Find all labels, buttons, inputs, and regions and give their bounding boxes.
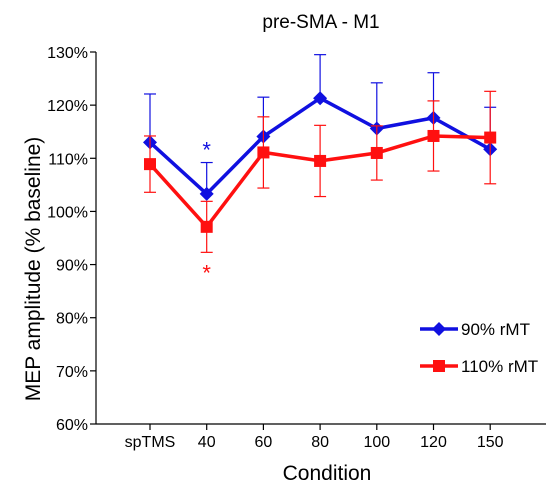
legend-marker — [433, 360, 445, 372]
chart-title: pre-SMA - M1 — [262, 12, 379, 33]
legend: 90% rMT 110% rMT — [420, 320, 538, 376]
data-point — [427, 129, 440, 142]
y-tick-label: 70% — [56, 364, 88, 381]
legend-label: 110% rMT — [461, 357, 538, 376]
data-point — [314, 154, 327, 167]
x-tick-label: 60 — [255, 434, 273, 451]
significance-marker: * — [202, 260, 211, 285]
data-point — [370, 146, 383, 159]
legend-label: 90% rMT — [461, 320, 530, 339]
series-1 — [144, 90, 497, 253]
y-tick-label: 80% — [56, 311, 88, 328]
x-tick-label: 80 — [311, 434, 329, 451]
data-point — [200, 220, 213, 233]
y-axis-label: MEP amplitude (% baseline) — [22, 137, 45, 402]
data-point — [144, 158, 156, 171]
legend-marker — [432, 322, 446, 336]
x-tick-label: 150 — [477, 434, 504, 451]
y-tick-label: 60% — [56, 417, 88, 434]
y-tick-label: 110% — [48, 151, 88, 168]
significance-marker: * — [202, 138, 211, 163]
plot-area: 60% 70% 80% 90% 100% 110% 120% 130% spTMS 40 60 80 1… — [47, 45, 546, 451]
y-tick-label: 100% — [47, 204, 88, 221]
x-tick-label: 100 — [363, 434, 390, 451]
data-point — [313, 91, 328, 106]
x-axis-label: Condition — [283, 462, 372, 485]
x-tick-label: 40 — [198, 434, 216, 451]
x-tick-label: spTMS — [125, 434, 176, 451]
y-tick-label: 90% — [56, 258, 88, 275]
data-point — [199, 186, 214, 201]
x-tick-label: 120 — [420, 434, 447, 451]
y-tick-label: 130% — [47, 45, 88, 62]
data-point — [257, 146, 270, 159]
data-point — [484, 131, 497, 144]
y-tick-label: 120% — [47, 98, 88, 115]
